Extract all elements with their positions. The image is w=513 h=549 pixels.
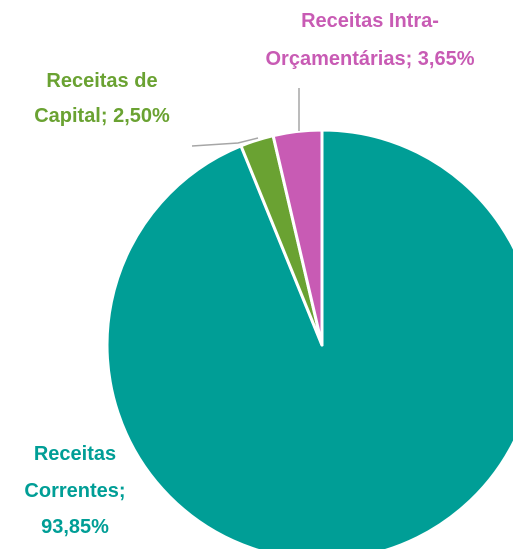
pie-slice: [105, 128, 513, 549]
data-label-line: Capital; 2,50%: [34, 105, 170, 127]
data-label-line: Receitas: [34, 443, 116, 465]
data-label-line: Receitas de: [46, 70, 157, 92]
data-label-line: 93,85%: [41, 516, 109, 538]
data-label-line: Correntes;: [24, 480, 125, 502]
data-label-line: Orçamentárias; 3,65%: [265, 48, 474, 70]
data-label-line: Receitas Intra-: [301, 10, 439, 32]
data-label: Receitas Correntes; 93,85%: [24, 443, 125, 538]
pie-slice: [271, 128, 324, 347]
leader-line: [191, 137, 259, 147]
data-label: Receitas Intra- Orçamentárias; 3,65%: [265, 10, 474, 70]
data-label: Receitas de Capital; 2,50%: [34, 70, 170, 127]
